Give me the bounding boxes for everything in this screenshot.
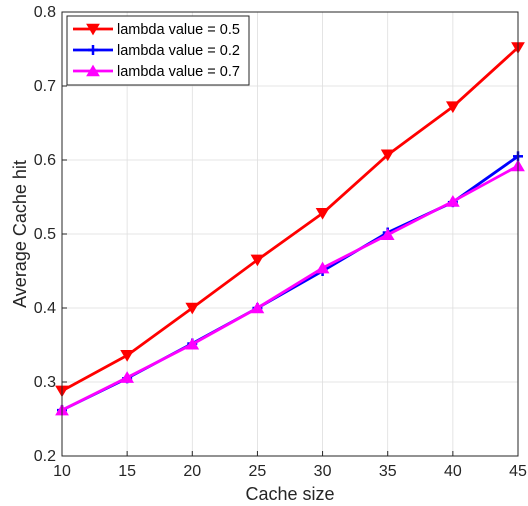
series-1 (55, 42, 525, 398)
data-point (250, 301, 265, 314)
series-line (61, 46, 519, 393)
x-axis-label: Cache size (245, 484, 334, 504)
y-axis-label: Average Cache hit (10, 160, 30, 308)
x-tick-label: 35 (379, 463, 397, 480)
y-tick-label: 0.3 (34, 374, 56, 391)
y-tick-label: 0.6 (34, 152, 56, 169)
data-point (250, 254, 265, 267)
data-point (445, 101, 460, 114)
legend-item: lambda value = 0.7 (73, 64, 240, 80)
legend-item: lambda value = 0.5 (73, 22, 240, 38)
y-tick-label: 0.2 (34, 448, 56, 465)
legend-label: lambda value = 0.2 (117, 43, 240, 59)
y-tick-label: 0.7 (34, 78, 56, 95)
x-tick-label: 15 (118, 463, 136, 480)
legend-label: lambda value = 0.7 (117, 64, 240, 80)
data-point (120, 350, 135, 362)
data-point (120, 371, 135, 383)
x-tick-label: 40 (444, 463, 462, 480)
x-tick-label: 45 (509, 463, 527, 480)
data-point (380, 228, 395, 241)
legend-marker (86, 23, 100, 36)
data-point (445, 195, 460, 207)
x-tick-label: 25 (249, 463, 267, 480)
data-point (185, 302, 200, 315)
legend-marker (86, 64, 100, 77)
x-tick-label: 30 (314, 463, 332, 480)
x-axis-ticks: 10 15 20 25 30 35 40 45 (53, 451, 527, 480)
data-point (185, 337, 200, 350)
y-axis-ticks: 0.2 0.3 0.4 0.5 0.6 0.7 0.8 (34, 4, 67, 465)
y-tick-label: 0.4 (34, 300, 56, 317)
y-tick-label: 0.5 (34, 226, 56, 243)
legend: lambda value = 0.5 lambda value = 0.2 lamb… (66, 15, 250, 86)
legend-item: lambda value = 0.2 (73, 43, 240, 59)
x-tick-label: 20 (183, 463, 201, 480)
series-line (61, 164, 519, 412)
x-tick-label: 10 (53, 463, 71, 480)
y-tick-label: 0.8 (34, 4, 56, 21)
legend-marker (88, 45, 98, 55)
data-point (315, 261, 330, 274)
data-point (315, 207, 330, 220)
data-point (380, 149, 395, 162)
legend-label: lambda value = 0.5 (117, 22, 240, 38)
